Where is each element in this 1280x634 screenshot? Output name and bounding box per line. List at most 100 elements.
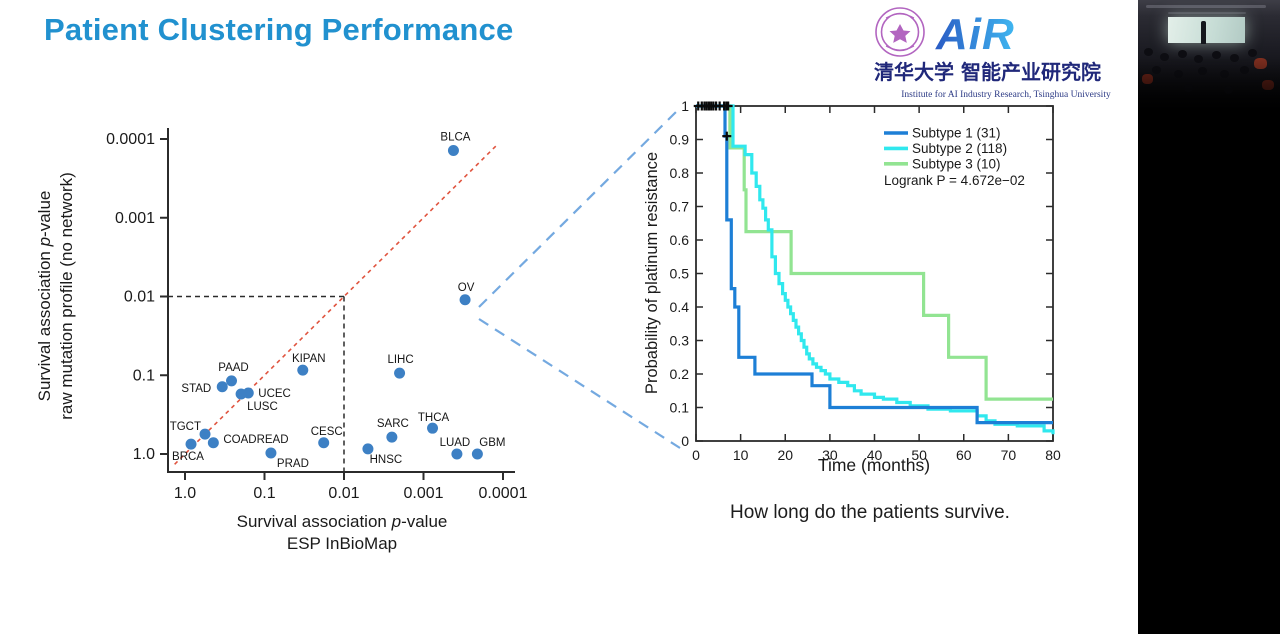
km-x-tick-label: 20: [777, 447, 793, 463]
identity-line: [174, 144, 498, 465]
scatter-point-STAD: [216, 381, 228, 393]
legend-label: Subtype 3 (10): [912, 156, 1001, 171]
scatter-y-label-2: raw mutation profile (no network): [57, 172, 76, 420]
tsinghua-air-logo: AiR 清华大学 智能产业研究院 Institute for AI Indust…: [866, 4, 1146, 104]
scatter-point-LUAD: [451, 448, 463, 460]
scatter-y-tick-label: 0.001: [115, 210, 155, 227]
scatter-point-COADREAD: [207, 437, 219, 449]
scatter-x-tick-label: 0.0001: [479, 485, 528, 502]
scatter-point-label-OV: OV: [458, 282, 475, 294]
km-y-tick-label: 0.1: [670, 400, 690, 416]
km-x-tick-label: 30: [822, 447, 838, 463]
km-y-tick-label: 0.5: [670, 266, 690, 282]
scatter-y-label: Survival association p-value: [35, 191, 54, 402]
ceiling-light: [1168, 12, 1246, 14]
scatter-point-label-LUAD: LUAD: [440, 437, 471, 449]
scatter-point-GBM: [471, 448, 483, 460]
km-curve-Subtype131: [696, 104, 1053, 425]
projector-screen: [1168, 17, 1245, 43]
logo-en-institute: Institute for AI Industry Research, Tsin…: [901, 89, 1111, 100]
scatter-point-label-PAAD: PAAD: [218, 362, 248, 374]
km-y-tick-label: 0.9: [670, 132, 690, 148]
scatter-point-BLCA: [447, 145, 459, 157]
km-x-tick-label: 50: [911, 447, 927, 463]
scatter-point-label-BRCA: BRCA: [172, 451, 204, 463]
km-x-label: Time (months): [818, 455, 930, 475]
scatter-point-BRCA: [185, 438, 197, 450]
scatter-point-KIPAN: [297, 364, 309, 376]
presenter-silhouette: [1201, 21, 1206, 44]
scatter-x-label-2: ESP InBioMap: [287, 534, 397, 553]
km-curve-Subtype2118: [696, 104, 1055, 435]
scatter-point-label-CESC: CESC: [311, 426, 343, 438]
scatter-point-label-PRAD: PRAD: [277, 458, 309, 470]
scatter-point-HNSC: [362, 443, 374, 455]
scatter-point-label-STAD: STAD: [181, 383, 211, 395]
scatter-point-SARC: [386, 431, 398, 443]
km-legend: Subtype 1 (31)Subtype 2 (118)Subtype 3 (…: [884, 126, 1025, 188]
scatter-point-label-LIHC: LIHC: [387, 354, 413, 366]
video-fade: [1138, 58, 1280, 114]
km-axes-box: [695, 105, 1054, 442]
km-y-tick-label: 0.8: [670, 165, 690, 181]
air-wordmark: AiR: [935, 10, 1015, 59]
scatter-x-tick-label: 0.1: [253, 485, 275, 502]
km-y-tick-label: 0.6: [670, 232, 690, 248]
scatter-point-label-SARC: SARC: [377, 418, 409, 430]
scatter-plot: 1.0 0.1 0.01 0.001 0.0001 1.0 0.1 0.01 0.001 0.00…: [35, 128, 528, 553]
km-x-tick-label: 80: [1045, 447, 1061, 463]
logrank-annotation: Logrank P = 4.672e−02: [884, 173, 1025, 188]
slide-title: Patient Clustering Performance: [44, 12, 514, 47]
scatter-x-label: Survival association p-value: [237, 512, 448, 531]
scatter-x-tick-label: 1.0: [174, 485, 196, 502]
scatter-x-tick-label: 0.01: [328, 485, 359, 502]
logo-cn-institute: 清华大学 智能产业研究院: [874, 60, 1101, 84]
scatter-point-PAAD: [226, 375, 238, 387]
km-plot: 0 10 20 30 40 50 60 70 80 0 0.1 0.2 0.3 0.4 0.5 0.6 0.7 0…: [643, 98, 1061, 475]
scatter-point-label-THCA: THCA: [418, 412, 450, 424]
connector-line-upper: [478, 110, 678, 308]
scatter-point-UCEC: [242, 387, 254, 399]
scatter-point-label-HNSC: HNSC: [370, 454, 403, 466]
scatter-point-PRAD: [265, 447, 277, 459]
logo-graphic: AiR 清华大学 智能产业研究院 Institute for AI Indust…: [874, 7, 1111, 100]
km-y-label: Probability of platinum resistance: [643, 152, 661, 394]
tsinghua-seal-icon: [875, 7, 925, 57]
scatter-point-CESC: [318, 437, 330, 449]
scatter-point-LUSC: [235, 388, 247, 400]
scatter-x-tick-label: 0.001: [403, 485, 443, 502]
km-x-tick-label: 40: [867, 447, 883, 463]
scatter-point-OV: [459, 294, 471, 306]
km-y-tick-label: 0.3: [670, 333, 690, 349]
scatter-point-label-LUSC: LUSC: [247, 401, 278, 413]
km-curve-Subtype310: [696, 104, 1053, 401]
km-y-tick-label: 0: [681, 433, 689, 449]
km-x-tick-label: 60: [956, 447, 972, 463]
scatter-point-LIHC: [394, 367, 406, 379]
scatter-point-label-TGCT: TGCT: [170, 421, 201, 433]
ceiling-light: [1146, 5, 1266, 8]
km-x-tick-label: 0: [692, 447, 700, 463]
legend-label: Subtype 2 (118): [912, 141, 1007, 156]
scatter-y-tick-label: 0.01: [124, 289, 155, 306]
video-feed: [1138, 0, 1280, 634]
conference-room-frame: [1138, 0, 1280, 114]
legend-label: Subtype 1 (31): [912, 126, 1001, 141]
km-y-tick-label: 1: [681, 98, 689, 114]
km-y-tick-label: 0.4: [670, 299, 690, 315]
scatter-y-tick-label: 0.0001: [106, 131, 155, 148]
km-y-tick-label: 0.2: [670, 366, 690, 382]
scatter-point-label-BLCA: BLCA: [440, 132, 470, 144]
scatter-point-label-GBM: GBM: [479, 437, 505, 449]
km-x-tick-label: 70: [1001, 447, 1017, 463]
scatter-point-label-COADREAD: COADREAD: [223, 434, 288, 446]
scatter-point-TGCT: [199, 428, 211, 440]
scatter-point-THCA: [427, 422, 439, 434]
zoom-connector-lines: [478, 110, 681, 449]
scatter-axes: [167, 128, 515, 473]
km-caption: How long do the patients survive.: [730, 502, 1010, 523]
scatter-point-label-KIPAN: KIPAN: [292, 353, 326, 365]
km-y-tick-label: 0.7: [670, 199, 690, 215]
km-x-tick-label: 10: [733, 447, 749, 463]
